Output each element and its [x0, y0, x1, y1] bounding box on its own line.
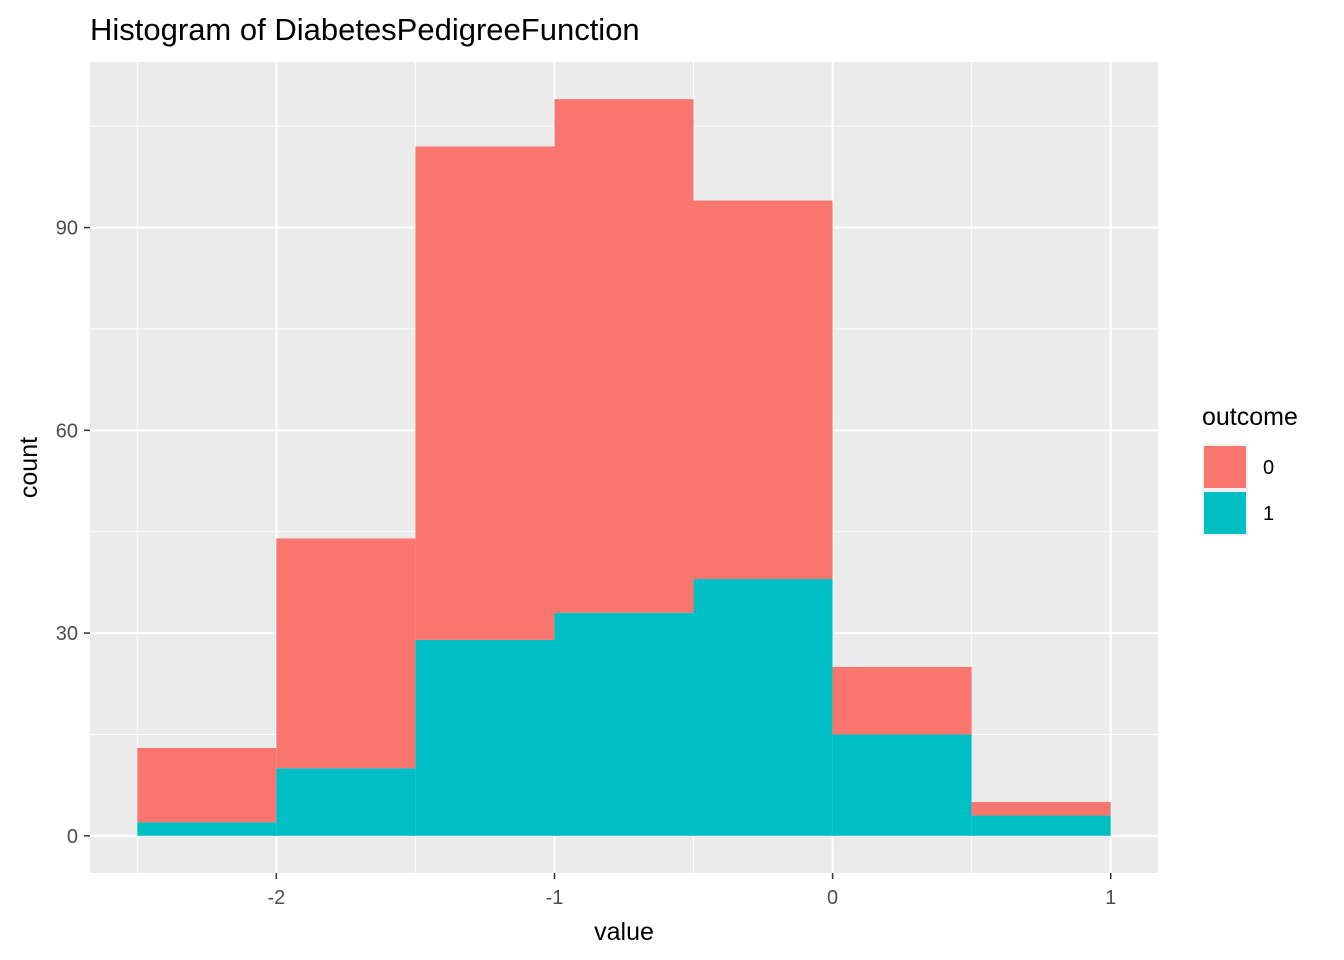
- chart-title: Histogram of DiabetesPedigreeFunction: [90, 12, 640, 47]
- bar-outcome-0-bin-6: [971, 802, 1111, 816]
- bar-outcome-0-bin-4: [693, 200, 833, 580]
- x-tick-label: -2: [267, 887, 285, 909]
- bar-outcome-0-bin-0: [137, 747, 277, 823]
- bar-outcome-1-bin-4: [693, 579, 833, 836]
- x-axis: -2 -1 0 1: [267, 873, 1116, 909]
- legend-swatch-1: [1204, 492, 1246, 534]
- bar-outcome-0-bin-1: [276, 538, 416, 769]
- bar-outcome-0-bin-5: [832, 666, 972, 735]
- legend-label-1: 1: [1263, 503, 1274, 525]
- bar-outcome-1-bin-1: [276, 768, 416, 836]
- x-axis-title: value: [594, 918, 654, 946]
- y-axis-title: count: [15, 437, 43, 498]
- y-tick-label: 30: [56, 623, 78, 645]
- x-tick-label: 0: [827, 887, 838, 909]
- bar-outcome-1-bin-6: [971, 815, 1111, 836]
- y-tick-label: 90: [56, 218, 78, 240]
- x-tick-label: -1: [546, 887, 564, 909]
- x-tick-label: 1: [1105, 887, 1116, 909]
- bar-outcome-1-bin-0: [137, 822, 277, 836]
- legend-swatch-0: [1204, 446, 1246, 488]
- y-tick-label: 60: [56, 420, 78, 442]
- bar-outcome-0-bin-3: [554, 99, 694, 613]
- y-tick-label: 0: [67, 826, 78, 848]
- bar-outcome-1-bin-5: [832, 734, 972, 836]
- legend-label-0: 0: [1263, 457, 1274, 479]
- bar-outcome-1-bin-3: [554, 612, 694, 836]
- y-axis: 0 30 60 90: [56, 218, 90, 848]
- bar-outcome-1-bin-2: [415, 639, 555, 836]
- legend: outcome 0 1: [1202, 403, 1298, 536]
- legend-title: outcome: [1202, 403, 1298, 431]
- histogram-bars: [137, 99, 1111, 836]
- bar-outcome-0-bin-2: [415, 146, 555, 640]
